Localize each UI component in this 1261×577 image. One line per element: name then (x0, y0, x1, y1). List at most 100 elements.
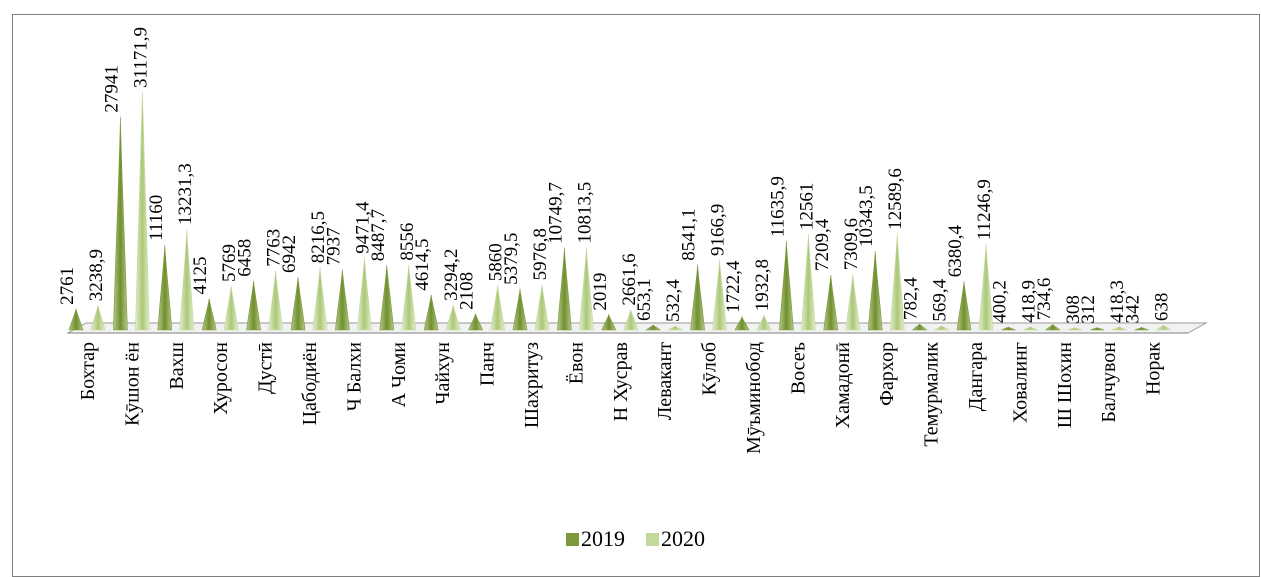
bar-2019-1 (113, 116, 128, 331)
value-label-2019-24: 342 (1123, 295, 1144, 324)
value-label-2020-16: 12561 (796, 183, 817, 231)
category-label-14: Кӯлоб (699, 342, 721, 396)
value-label-2019-0: 2761 (57, 267, 78, 305)
value-label-2020-9: 5860 (486, 243, 507, 281)
bar-2020-12 (623, 309, 639, 331)
legend: 2019 2020 (566, 526, 705, 551)
bar-2020-4 (268, 270, 283, 331)
category-label-19: Темурмалик (921, 342, 943, 447)
category-label-3: Хуросон (210, 342, 232, 415)
category-label-0: Бохтар (77, 342, 99, 400)
bar-2019-21 (1001, 326, 1016, 331)
category-label-20: Дангара (965, 342, 987, 411)
category-label-7: А Чоми (388, 342, 410, 408)
category-labels-layer: Бохтар Кӯшон ён Вахш Хуросон Дустӣ Цабодиён Ч … (77, 341, 1165, 454)
value-label-2019-9: 2108 (457, 272, 478, 310)
bar-2019-16 (779, 241, 794, 331)
bar-2020-10 (534, 284, 550, 331)
value-label-2020-4: 7763 (264, 229, 285, 267)
bar-2019-7 (379, 265, 395, 331)
bar-2019-8 (423, 294, 439, 331)
bar-2020-15 (756, 314, 772, 331)
value-label-2019-15: 1722,4 (723, 260, 744, 313)
bar-2019-14 (690, 264, 705, 331)
bar-2019-18 (867, 251, 883, 331)
bar-2020-5 (312, 267, 328, 331)
bar-2020-14 (712, 259, 727, 331)
value-label-2020-1: 31171,9 (130, 27, 151, 88)
bar-2019-9 (468, 312, 484, 331)
bar-2019-20 (956, 281, 972, 331)
value-label-2019-16: 11635,9 (767, 176, 788, 237)
value-label-2020-21: 418,9 (1018, 280, 1039, 323)
value-label-2020-2: 13231,3 (175, 163, 196, 225)
bar-2019-11 (557, 247, 572, 331)
category-label-9: Панч (477, 342, 499, 386)
value-label-2019-19: 782,4 (901, 277, 922, 320)
category-label-11: Ёвон (564, 342, 587, 385)
bar-2020-8 (445, 304, 461, 331)
bar-2020-3 (223, 285, 239, 331)
value-label-2020-6: 9471,4 (352, 201, 373, 254)
category-label-1: Кӯшон ён (121, 342, 143, 426)
bar-2019-6 (335, 269, 350, 331)
value-label-2020-22: 308 (1063, 295, 1084, 324)
chart-frame (12, 14, 1260, 577)
value-label-2020-0: 3238,9 (86, 249, 107, 301)
category-label-13: Левакант (654, 342, 676, 420)
value-label-2020-10: 5976,8 (530, 228, 551, 280)
bar-2019-4 (246, 280, 261, 331)
value-label-2019-17: 7209,4 (812, 218, 833, 271)
bar-2020-11 (579, 247, 594, 331)
legend-swatch-2019 (566, 533, 579, 546)
value-label-2019-23: 312 (1078, 295, 1099, 324)
bar-2019-22 (1045, 323, 1061, 331)
bar-2020-6 (357, 257, 372, 331)
legend-label-2019: 2019 (581, 526, 625, 551)
category-label-17: Хамадонӣ (832, 342, 854, 429)
value-label-2020-24: 638 (1152, 293, 1173, 322)
bar-2019-23 (1090, 327, 1105, 331)
bar-2019-0 (68, 308, 84, 331)
category-label-5: Цабодиён (299, 342, 321, 426)
category-label-2: Вахш (166, 341, 188, 389)
bar-2020-0 (90, 305, 106, 331)
bar-2020-2 (179, 228, 195, 331)
bar-2020-1 (135, 91, 150, 331)
value-label-2020-18: 12589,6 (885, 168, 906, 230)
bar-2019-5 (290, 276, 306, 331)
bar-2019-10 (512, 288, 528, 331)
value-label-2020-12: 2661,6 (619, 253, 640, 305)
bar-2020-18 (889, 233, 905, 331)
value-label-2019-13: 653,1 (634, 278, 655, 321)
category-label-12: Н Хусрав (610, 342, 632, 421)
value-label-2020-13: 532,4 (663, 279, 684, 322)
value-label-2019-8: 4614,5 (412, 239, 433, 291)
bar-2019-2 (157, 244, 173, 331)
value-label-2019-11: 10749,7 (545, 182, 566, 244)
bar-2020-9 (490, 285, 505, 331)
bar-2020-7 (401, 264, 417, 331)
value-label-2019-4: 6458 (235, 239, 256, 277)
value-label-2020-3: 5769 (219, 244, 240, 282)
category-label-22: Ш Шохин (1054, 342, 1076, 429)
bar-2020-23 (1112, 326, 1127, 331)
value-label-2020-23: 418,3 (1107, 280, 1128, 323)
category-label-23: Балчувон (1098, 342, 1120, 423)
value-label-2019-3: 4125 (190, 257, 211, 295)
category-label-6: Ч Балхи (343, 342, 365, 412)
legend-swatch-2020 (646, 533, 659, 546)
bar-2019-13 (645, 324, 662, 331)
legend-label-2020: 2020 (661, 526, 705, 551)
bar-2019-17 (823, 274, 839, 331)
bar-2020-19 (933, 325, 950, 331)
bar-2019-15 (734, 315, 750, 331)
category-label-18: Фархор (876, 342, 898, 406)
bar-2020-24 (1155, 324, 1172, 331)
value-label-2019-7: 8487,7 (368, 209, 389, 261)
value-label-2020-5: 8216,5 (308, 211, 329, 263)
value-label-2020-8: 3294,2 (441, 249, 462, 301)
value-label-2020-11: 10813,5 (574, 182, 595, 244)
value-label-2020-19: 569,4 (930, 278, 951, 321)
value-label-2020-15: 1932,8 (752, 259, 773, 311)
